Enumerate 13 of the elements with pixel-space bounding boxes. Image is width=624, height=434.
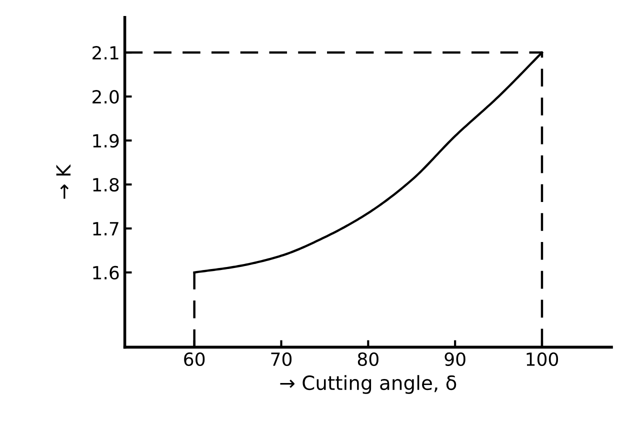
x-axis-title: → Cutting angle, δ: [280, 375, 456, 394]
x-tick-label: 100: [526, 352, 558, 366]
y-tick-label: 1.7: [93, 222, 118, 236]
y-tick-label: 1.9: [93, 134, 119, 148]
y-tick-label: 1.6: [93, 266, 119, 280]
x-tick-label: 60: [184, 352, 205, 366]
y-tick-label: 2.1: [92, 46, 118, 60]
y-tick-label: 2.0: [92, 90, 119, 104]
y-tick-label: 1.8: [93, 178, 119, 192]
y-axis-title: → K: [56, 164, 71, 199]
x-tick-label: 80: [358, 352, 378, 366]
x-tick-label: 70: [271, 352, 292, 366]
x-tick-label: 90: [444, 352, 466, 366]
